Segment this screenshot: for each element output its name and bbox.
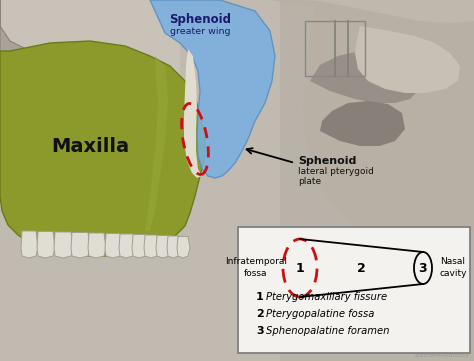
Text: plate: plate xyxy=(298,177,321,186)
Text: 3: 3 xyxy=(419,261,428,274)
Text: Pterygopalatine fossa: Pterygopalatine fossa xyxy=(266,309,374,319)
Polygon shape xyxy=(0,41,205,256)
Polygon shape xyxy=(88,233,106,258)
Polygon shape xyxy=(280,0,474,361)
Text: 1: 1 xyxy=(256,292,264,302)
Polygon shape xyxy=(0,0,180,161)
Polygon shape xyxy=(270,0,474,246)
Text: lateral pterygoid: lateral pterygoid xyxy=(298,166,374,175)
Text: 2: 2 xyxy=(256,309,264,319)
Text: Maxilla: Maxilla xyxy=(51,136,129,156)
Polygon shape xyxy=(37,231,55,258)
Polygon shape xyxy=(177,236,190,258)
Polygon shape xyxy=(156,235,171,258)
Polygon shape xyxy=(0,0,100,119)
Polygon shape xyxy=(300,0,474,23)
Text: Infratemporal: Infratemporal xyxy=(225,257,287,266)
Text: greater wing: greater wing xyxy=(170,26,230,35)
Text: Sphenoid: Sphenoid xyxy=(298,156,356,166)
Polygon shape xyxy=(144,235,159,258)
Bar xyxy=(238,227,470,353)
Polygon shape xyxy=(132,235,148,258)
Text: 1: 1 xyxy=(296,261,304,274)
Text: 2: 2 xyxy=(357,261,366,274)
Polygon shape xyxy=(355,26,460,93)
Polygon shape xyxy=(54,232,73,258)
Text: Sphenoid: Sphenoid xyxy=(169,13,231,26)
Bar xyxy=(305,21,365,76)
Polygon shape xyxy=(21,231,38,258)
Text: Sphenopalatine foramen: Sphenopalatine foramen xyxy=(266,326,390,336)
Text: 3: 3 xyxy=(256,326,264,336)
Text: Pterygomaxillary fissure: Pterygomaxillary fissure xyxy=(266,292,387,302)
Polygon shape xyxy=(105,234,122,258)
Text: TeachMeAnatomy: TeachMeAnatomy xyxy=(414,353,470,358)
Polygon shape xyxy=(310,51,420,103)
Polygon shape xyxy=(145,56,168,231)
Polygon shape xyxy=(167,236,181,258)
Text: fossa: fossa xyxy=(244,270,268,278)
Polygon shape xyxy=(119,234,135,258)
Polygon shape xyxy=(184,49,202,178)
Polygon shape xyxy=(320,101,405,146)
Polygon shape xyxy=(150,0,275,178)
Polygon shape xyxy=(18,76,90,104)
Polygon shape xyxy=(71,232,90,258)
Text: cavity: cavity xyxy=(439,270,467,278)
Text: Nasal: Nasal xyxy=(440,257,465,266)
